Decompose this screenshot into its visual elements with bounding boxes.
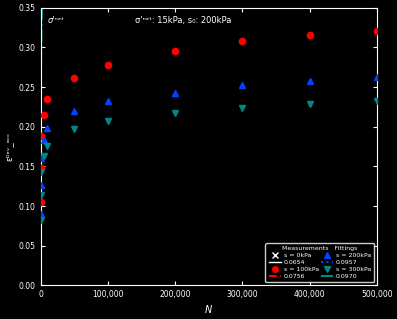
Text: σ'ⁿᵉᵗ: 15kPa, s₀: 200kPa: σ'ⁿᵉᵗ: 15kPa, s₀: 200kPa xyxy=(135,16,231,25)
Text: σ'ⁿᵉᵗ: σ'ⁿᵉᵗ xyxy=(47,16,64,25)
Legend: s = 0kPa, 0.0654, s = 100kPa, 0.0756, s = 200kPa, 0.0957, s = 300kPa, 0.0970: s = 0kPa, 0.0654, s = 100kPa, 0.0756, s … xyxy=(266,243,374,282)
X-axis label: N: N xyxy=(205,305,212,315)
Y-axis label: εᴰᵉᵛ_ᵃᶜᶜ: εᴰᵉᵛ_ᵃᶜᶜ xyxy=(4,132,13,161)
